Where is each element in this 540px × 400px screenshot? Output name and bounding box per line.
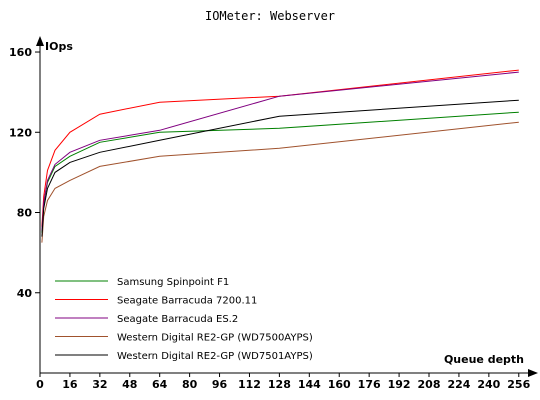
x-tick-label: 160 (328, 378, 351, 391)
x-tick-label: 48 (122, 378, 137, 391)
x-tick-label: 144 (298, 378, 321, 391)
series-line-3 (41, 71, 519, 231)
legend-label-2: Seagate Barracuda 7200.11 (117, 296, 257, 307)
x-tick-label: 0 (36, 378, 44, 391)
x-axis-label: Queue depth (444, 353, 524, 366)
series-line-2 (41, 69, 519, 227)
x-axis-arrow (528, 369, 538, 377)
y-axis-arrow (36, 36, 44, 46)
x-tick-label: 176 (358, 378, 381, 391)
y-tick-label: 40 (17, 287, 33, 300)
x-tick-label: 32 (92, 378, 107, 391)
x-tick-label: 128 (268, 378, 291, 391)
legend-label-3: Seagate Barracuda ES.2 (117, 314, 238, 325)
x-tick-label: 96 (212, 378, 228, 391)
x-tick-label: 224 (447, 378, 470, 391)
series-line-4 (41, 121, 519, 243)
chart-title: IOMeter: Webserver (204, 9, 336, 23)
legend-label-5: Western Digital RE2-GP (WD7501AYPS) (117, 351, 313, 362)
x-tick-label: 16 (62, 378, 78, 391)
x-tick-label: 256 (507, 378, 530, 391)
x-tick-label: 64 (152, 378, 168, 391)
x-tick-label: 112 (238, 378, 261, 391)
legend-label-4: Western Digital RE2-GP (WD7500AYPS) (117, 333, 313, 344)
y-tick-label: 160 (9, 46, 32, 59)
x-tick-label: 208 (418, 378, 441, 391)
legend-label-1: Samsung Spinpoint F1 (117, 277, 229, 288)
y-tick-label: 80 (17, 207, 33, 220)
x-tick-label: 192 (388, 378, 411, 391)
y-axis-label: IOps (45, 40, 73, 53)
x-tick-label: 80 (182, 378, 198, 391)
y-tick-label: 120 (9, 126, 32, 139)
series-line-5 (41, 99, 519, 237)
x-tick-label: 240 (477, 378, 500, 391)
